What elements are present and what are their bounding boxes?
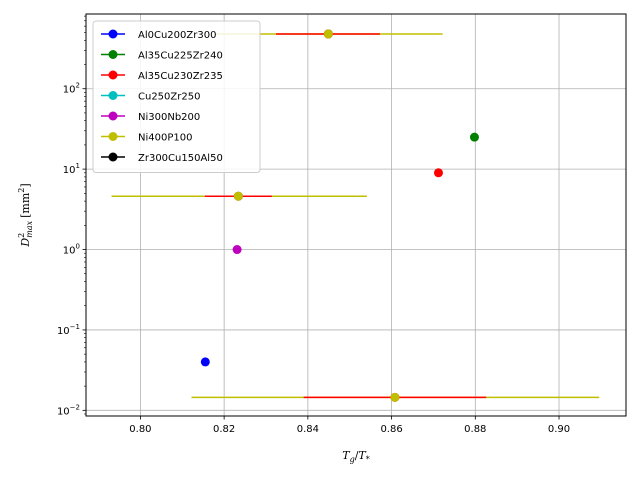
- y-tick-label: 10−2: [57, 403, 80, 417]
- y-tick-label: 100: [63, 243, 80, 257]
- legend-label: Cu250Zr250: [138, 92, 200, 103]
- data-point: [433, 168, 443, 178]
- legend-label: Al0Cu200Zr300: [138, 30, 216, 41]
- legend-marker: [108, 29, 118, 39]
- legend-marker: [108, 70, 118, 80]
- y-tick-label: 101: [63, 162, 80, 176]
- legend-marker: [108, 132, 118, 141]
- x-tick-label: 0.88: [464, 424, 486, 435]
- legend-marker: [108, 50, 118, 59]
- x-tick-label: 0.86: [380, 424, 402, 435]
- y-tick-label: 102: [63, 82, 80, 96]
- y-tick-label: 10−1: [57, 323, 80, 337]
- data-markers: [200, 29, 479, 402]
- legend-box: [92, 20, 261, 173]
- data-point: [233, 191, 243, 201]
- legend-label: Al35Cu230Zr235: [138, 71, 223, 82]
- legend-label: Zr300Cu150Al50: [138, 153, 223, 164]
- legend-marker: [108, 91, 118, 100]
- x-tick-label: 0.84: [297, 424, 319, 435]
- legend-entry: Al35Cu230Zr235: [101, 70, 223, 82]
- data-point: [323, 29, 333, 39]
- plot-frame: [85, 13, 627, 417]
- data-point: [390, 392, 400, 402]
- legend-entry: Al0Cu200Zr300: [101, 29, 216, 41]
- legend-marker: [108, 152, 118, 162]
- x-axis-label: Tg/T*: [342, 449, 370, 464]
- legend-label: Al35Cu225Zr240: [138, 51, 223, 62]
- legend-entry: Al35Cu225Zr240: [101, 50, 223, 62]
- data-point: [200, 357, 210, 367]
- data-point: [232, 245, 242, 255]
- x-tick-label: 0.90: [548, 424, 570, 435]
- legend: Al0Cu200Zr300 Al35Cu225Zr240 Al35Cu230Zr23…: [92, 20, 261, 173]
- y-axis-ticks: 10−2 10−1 100 101 102: [57, 15, 86, 417]
- data-point: [469, 132, 479, 142]
- x-tick-label: 0.82: [213, 424, 235, 435]
- legend-label: Ni300Nb200: [138, 112, 200, 123]
- legend-entry: Ni400P100: [101, 132, 192, 144]
- legend-entry: Ni300Nb200: [101, 111, 200, 123]
- y-axis-label: D2max[mm2]: [17, 183, 34, 247]
- x-axis-ticks: 0.80 0.82 0.84 0.86 0.88 0.90: [129, 416, 570, 435]
- legend-entry: Zr300Cu150Al50: [101, 152, 223, 164]
- legend-label: Ni400P100: [138, 133, 192, 144]
- legend-marker: [108, 111, 118, 121]
- x-tick-label: 0.80: [129, 424, 151, 435]
- legend-entry: Cu250Zr250: [101, 91, 200, 103]
